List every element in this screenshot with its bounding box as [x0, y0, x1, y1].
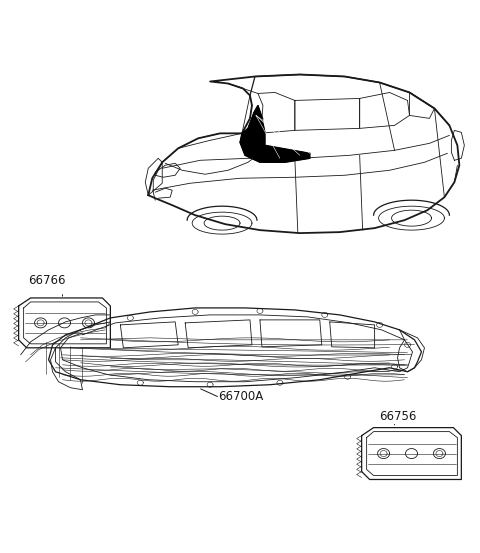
Text: 66700A: 66700A — [218, 390, 264, 403]
Text: 66766: 66766 — [29, 274, 66, 287]
Text: 66756: 66756 — [380, 410, 417, 422]
Polygon shape — [240, 106, 310, 162]
